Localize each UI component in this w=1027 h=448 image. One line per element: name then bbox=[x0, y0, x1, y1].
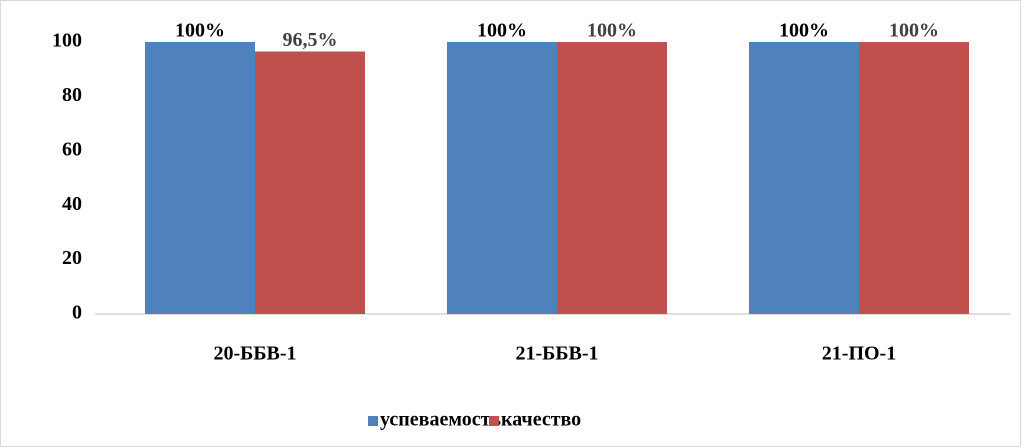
bar bbox=[557, 42, 667, 314]
y-tick-label: 40 bbox=[62, 193, 82, 215]
legend-swatch bbox=[368, 416, 378, 426]
x-tick-label: 20-ББВ-1 bbox=[213, 343, 296, 365]
bar bbox=[749, 42, 859, 314]
bar bbox=[859, 42, 969, 314]
data-label: 100% bbox=[477, 20, 527, 42]
data-label: 100% bbox=[889, 20, 939, 42]
y-tick-label: 60 bbox=[62, 138, 82, 160]
bar bbox=[255, 51, 365, 315]
legend-swatch bbox=[489, 416, 499, 426]
legend-label: успеваемость bbox=[380, 409, 501, 431]
bar bbox=[447, 42, 557, 314]
x-tick-label: 21-ПО-1 bbox=[822, 343, 896, 365]
data-label: 100% bbox=[175, 20, 225, 42]
y-tick-label: 0 bbox=[72, 302, 82, 324]
data-label: 100% bbox=[779, 20, 829, 42]
y-tick-label: 100 bbox=[52, 30, 82, 52]
y-tick-label: 20 bbox=[62, 247, 82, 269]
data-label: 96,5% bbox=[283, 29, 338, 51]
data-label: 100% bbox=[587, 20, 637, 42]
x-tick-label: 21-ББВ-1 bbox=[515, 343, 598, 365]
legend-label: качество bbox=[501, 409, 581, 431]
y-tick-label: 80 bbox=[62, 84, 82, 106]
bar bbox=[145, 42, 255, 314]
